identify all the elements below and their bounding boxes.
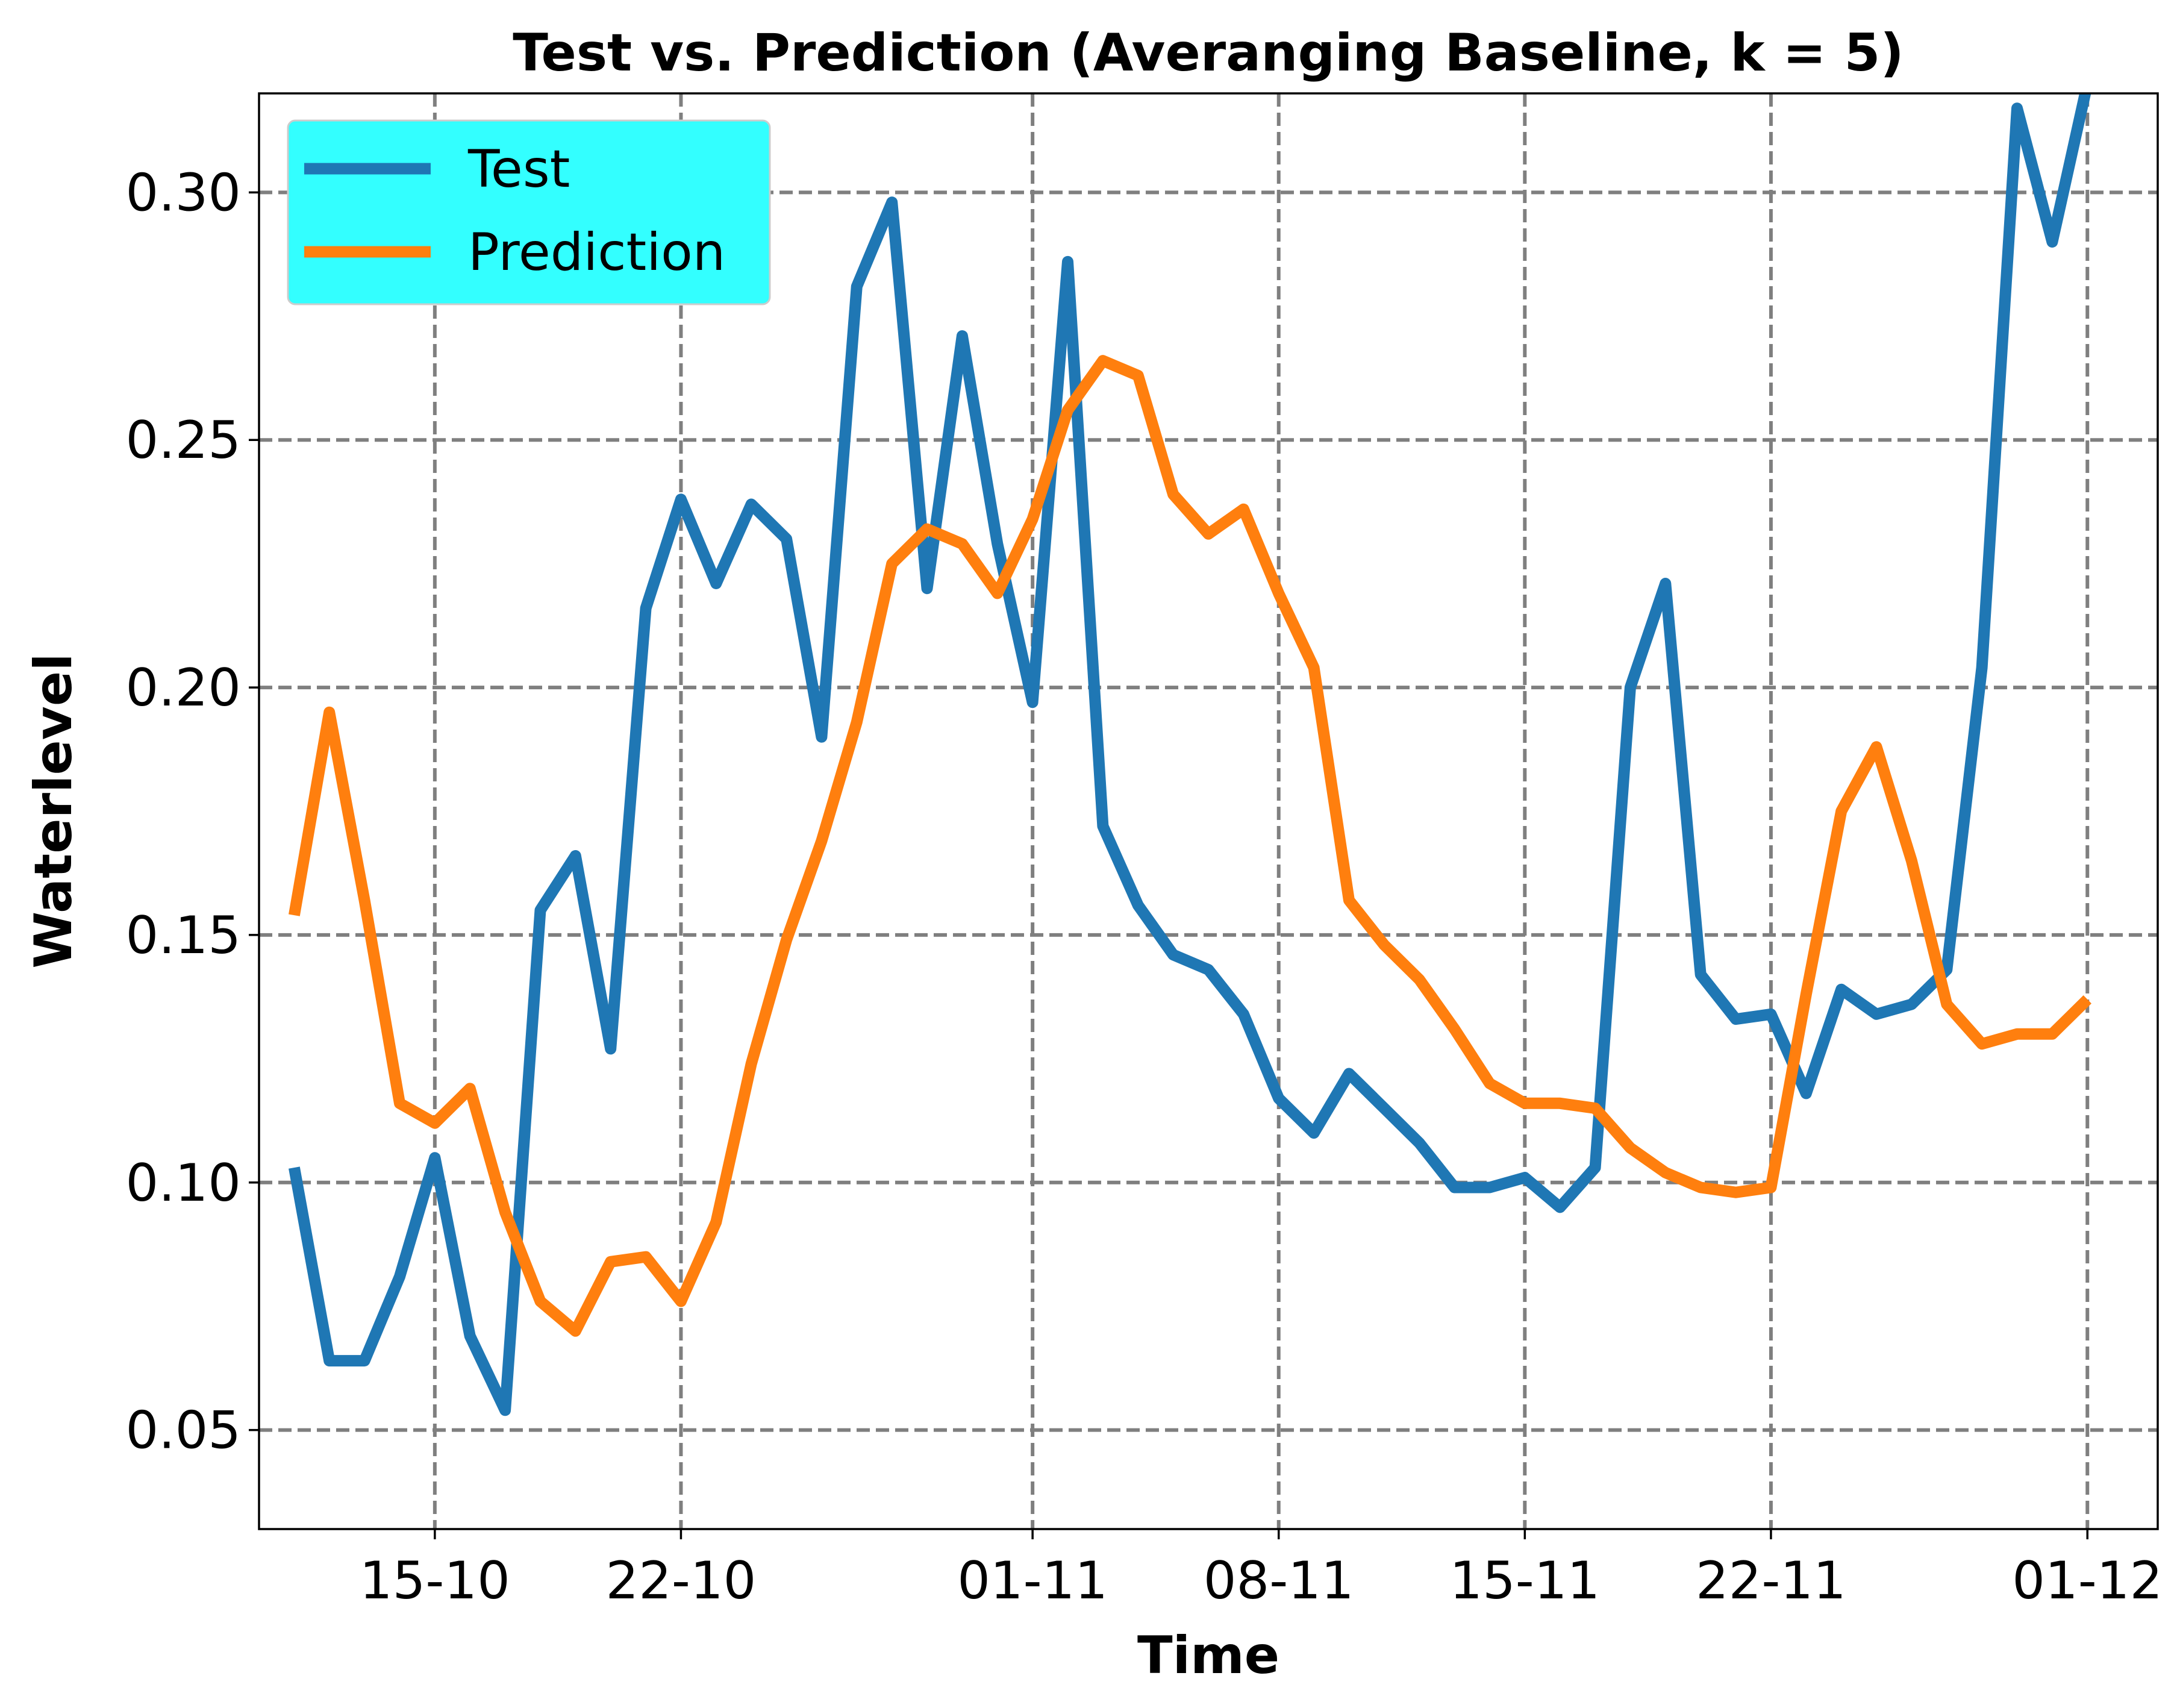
y-axis-label: Waterlevel — [23, 653, 84, 968]
y-tick-label: 0.30 — [126, 163, 241, 223]
y-tick-label: 0.20 — [126, 658, 241, 718]
y-tick-label: 0.25 — [126, 410, 241, 471]
series-line-test — [289, 93, 2091, 1416]
x-axis-label: Time — [1137, 1625, 1279, 1686]
x-tick-label: 01-11 — [957, 1551, 1108, 1611]
grid-lines — [259, 93, 2158, 1529]
legend-label-test: Test — [467, 139, 570, 199]
x-tick-label: 15-10 — [360, 1551, 510, 1611]
series-line-prediction — [289, 355, 2091, 1337]
legend-label-prediction: Prediction — [468, 222, 725, 283]
legend: Test Prediction — [287, 119, 771, 305]
y-tick-label: 0.15 — [126, 906, 241, 966]
axis-ticks: 0.05 0.10 0.15 0.20 0.25 0.30 15-10 22-10 01-11 0… — [126, 163, 2163, 1611]
series-lines — [289, 93, 2091, 1416]
y-tick-label: 0.10 — [126, 1153, 241, 1213]
x-tick-label: 15-11 — [1449, 1551, 1600, 1611]
chart-title: Test vs. Prediction (Averanging Baseline… — [513, 23, 1904, 83]
x-tick-label: 01-12 — [2012, 1551, 2163, 1611]
x-tick-label: 22-10 — [605, 1551, 756, 1611]
y-tick-label: 0.05 — [126, 1401, 241, 1461]
x-tick-label: 08-11 — [1204, 1551, 1354, 1611]
x-tick-label: 22-11 — [1696, 1551, 1846, 1611]
plot-frame — [258, 92, 2159, 1530]
